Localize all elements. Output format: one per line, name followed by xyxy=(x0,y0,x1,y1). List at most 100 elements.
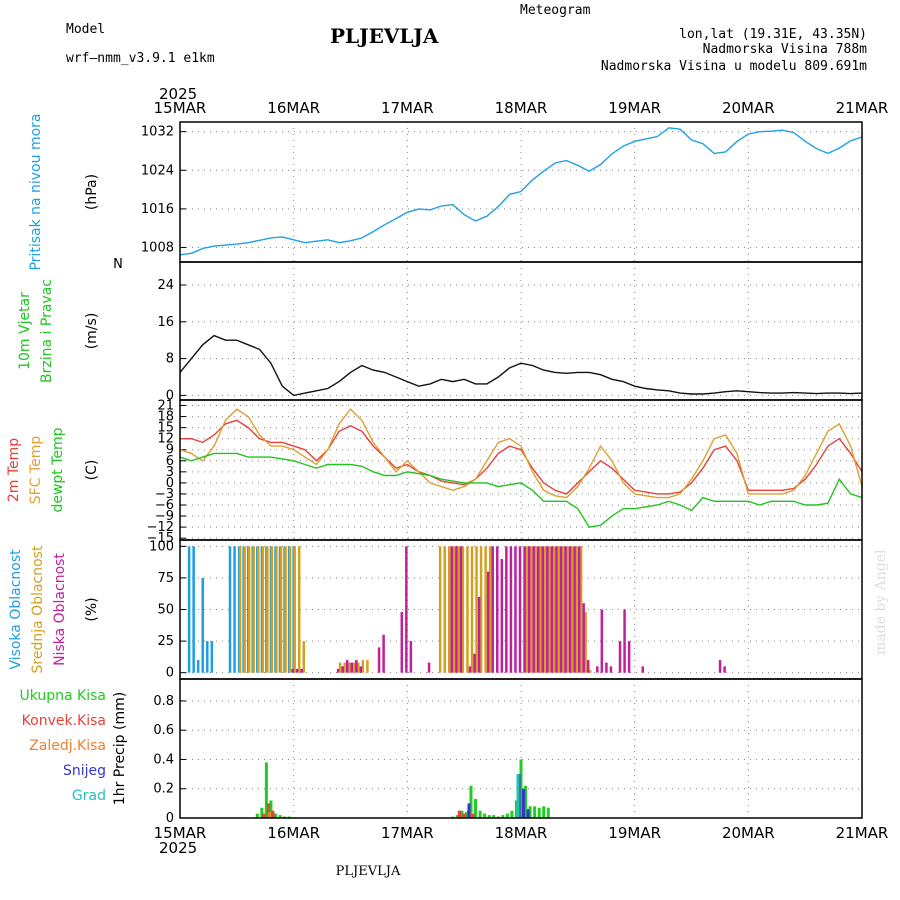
bar xyxy=(275,546,278,673)
series-line-1 xyxy=(179,408,863,499)
series-line-0 xyxy=(179,127,863,256)
y-tick-label: 21 xyxy=(157,399,174,414)
bar xyxy=(247,546,251,673)
bar xyxy=(526,809,530,818)
footer-station: PLJEVLJA xyxy=(336,864,401,879)
bar xyxy=(473,653,476,673)
legend-entry: Zaledj.Kisa xyxy=(29,738,106,754)
date-label-top: 16MAR xyxy=(267,99,320,117)
bar xyxy=(582,603,585,673)
bar xyxy=(341,666,344,673)
bar xyxy=(464,812,468,818)
bar xyxy=(534,546,537,673)
bar xyxy=(509,546,513,673)
bar xyxy=(570,546,574,673)
bar xyxy=(487,815,491,818)
bar xyxy=(270,546,274,673)
panel-2: 0 8 16 24 (m/s) 10m Vjetar Brzina i Pravac N xyxy=(17,257,863,403)
panel-label: Brzina i Pravac xyxy=(39,279,55,383)
bar xyxy=(605,662,608,673)
y-tick-label: 0.6 xyxy=(153,723,174,738)
y-tick-label: 0 xyxy=(166,388,174,403)
bar xyxy=(457,810,461,818)
y-tick-label: 0 xyxy=(166,666,174,681)
date-label-bottom: 19MAR xyxy=(608,824,661,842)
panel-frame xyxy=(179,261,863,401)
bar xyxy=(297,546,301,673)
panel-label: Visoka Oblacnost xyxy=(8,549,24,670)
panel-frame xyxy=(179,678,863,819)
y-tick-label: 0.8 xyxy=(153,694,174,709)
bar xyxy=(491,546,494,673)
bar xyxy=(187,546,191,673)
date-label-top: 18MAR xyxy=(495,99,548,117)
y-tick-label: 25 xyxy=(157,634,174,649)
y-tick-label: 1008 xyxy=(141,241,174,256)
bar xyxy=(262,813,266,818)
model-altitude-label: Nadmorska Visina u modelu 809.691m xyxy=(601,59,867,74)
bar xyxy=(461,546,465,673)
bar xyxy=(366,660,369,673)
bar xyxy=(468,666,472,673)
y-tick-label: 0 xyxy=(166,811,174,826)
bar xyxy=(484,546,487,673)
panel-label: 10m Vjetar xyxy=(17,292,33,370)
bar xyxy=(559,546,563,673)
bar xyxy=(568,546,572,673)
y-tick-label: 9 xyxy=(166,443,174,458)
bar xyxy=(460,810,464,818)
bar xyxy=(514,546,517,673)
bar xyxy=(723,666,726,673)
y-tick-label: 0.4 xyxy=(153,752,174,767)
bar xyxy=(548,546,551,673)
bar xyxy=(488,546,492,673)
bar xyxy=(483,813,487,818)
panel-unit: (%) xyxy=(84,597,100,621)
y-tick-label: −6 xyxy=(155,498,174,513)
lonlat-label: lon,lat (19.31E, 43.35N) xyxy=(679,27,867,42)
bar xyxy=(261,546,265,673)
bar xyxy=(210,641,214,673)
panel-label: 2m Temp xyxy=(6,438,22,502)
bar xyxy=(528,806,532,818)
panel-frame xyxy=(179,399,863,541)
bar xyxy=(533,806,537,818)
series-line-2 xyxy=(179,452,863,528)
y-tick-label: 12 xyxy=(157,432,174,447)
bar xyxy=(471,813,475,818)
bar xyxy=(257,546,260,673)
y-tick-label: 0 xyxy=(166,476,174,491)
bar xyxy=(588,670,592,673)
bar xyxy=(516,774,520,818)
bar xyxy=(575,546,578,673)
bar xyxy=(536,546,540,673)
bar xyxy=(500,558,504,673)
legend-entry: Snijeg xyxy=(63,763,106,779)
y-tick-label: −3 xyxy=(155,487,174,502)
y-tick-label: 1016 xyxy=(141,202,174,217)
bar xyxy=(514,800,518,818)
altitude-label: Nadmorska Visina 788m xyxy=(703,42,868,57)
bar xyxy=(618,641,622,673)
credit-text: made by Angel xyxy=(873,549,889,655)
bar xyxy=(206,641,209,673)
bar xyxy=(641,666,645,673)
year-top: 2025 xyxy=(159,85,197,103)
date-label-bottom: 21MAR xyxy=(836,824,889,842)
bar xyxy=(400,612,404,673)
bar xyxy=(267,812,271,818)
bar xyxy=(293,546,296,673)
bar xyxy=(300,668,304,673)
bar xyxy=(522,788,526,818)
bar xyxy=(243,546,246,673)
bar xyxy=(555,546,558,673)
bar xyxy=(538,546,542,673)
bar xyxy=(352,662,356,673)
date-label-top: 21MAR xyxy=(836,99,889,117)
date-label-bottom: 17MAR xyxy=(381,824,434,842)
legend-entry: Grad xyxy=(72,788,106,804)
bar xyxy=(492,815,496,818)
y-tick-label: 6 xyxy=(166,454,174,469)
bar xyxy=(278,815,282,818)
